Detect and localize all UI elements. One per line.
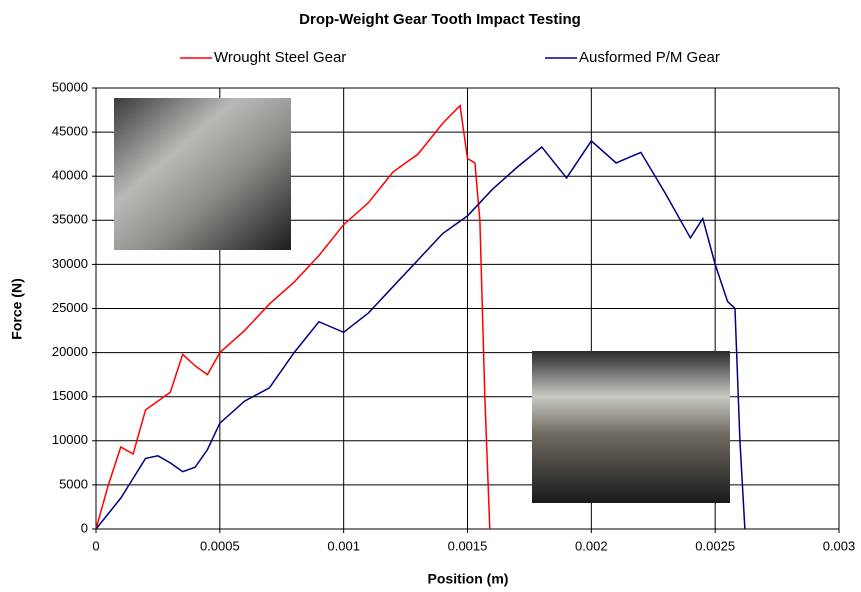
plot-lines: [95, 104, 746, 530]
x-tick-label: 0.002: [575, 538, 608, 553]
y-tick-label: 0: [81, 520, 88, 535]
x-tick-label: 0.001: [327, 538, 360, 553]
photo-inset: [532, 351, 730, 503]
x-tick-label: 0.003: [823, 538, 856, 553]
series-line: [95, 139, 746, 530]
y-tick-label: 30000: [52, 256, 88, 271]
y-tick-label: 5000: [59, 476, 88, 491]
y-tick-label: 25000: [52, 300, 88, 315]
y-tick-label: 35000: [52, 212, 88, 227]
y-tick-label: 45000: [52, 124, 88, 139]
y-tick-label: 40000: [52, 168, 88, 183]
y-tick-label: 20000: [52, 344, 88, 359]
x-tick-label: 0.0005: [200, 538, 240, 553]
chart-title: Drop-Weight Gear Tooth Impact Testing: [299, 11, 581, 28]
legend: Wrought Steel Gear Ausformed P/M Gear: [180, 49, 720, 66]
x-tick-label: 0: [92, 538, 99, 553]
x-axis-title: Position (m): [428, 571, 509, 587]
y-tick-label: 50000: [52, 79, 88, 94]
y-tick-label: 15000: [52, 388, 88, 403]
series-line: [95, 104, 491, 530]
legend-label: Ausformed P/M Gear: [579, 49, 720, 66]
y-tick-label: 10000: [52, 432, 88, 447]
y-axis-title: Force (N): [9, 278, 25, 339]
x-tick-label: 0.0025: [695, 538, 735, 553]
legend-label: Wrought Steel Gear: [214, 49, 346, 66]
x-tick-label: 0.0015: [448, 538, 488, 553]
photo-inset: [114, 98, 291, 250]
